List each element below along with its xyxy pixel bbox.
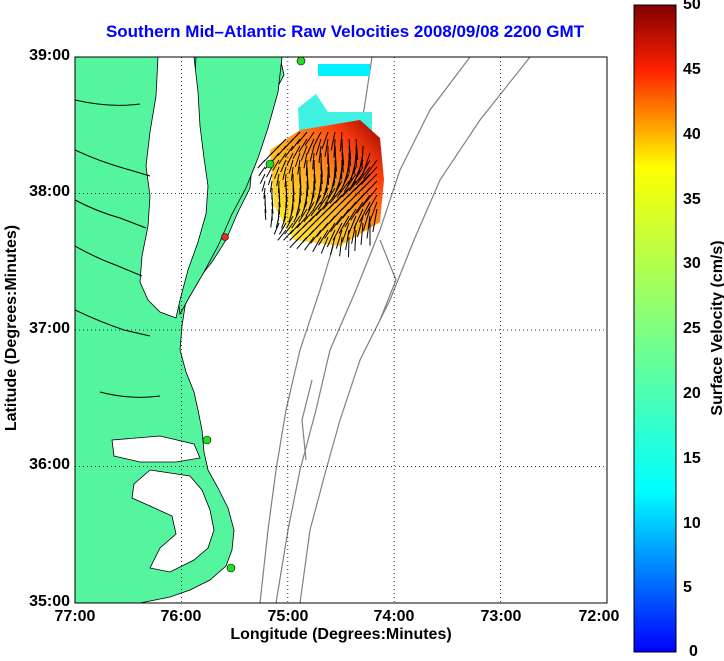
- velocity-arrow: [349, 237, 350, 257]
- lon-tick-label: 73:00: [466, 608, 536, 626]
- velocity-arrow: [271, 216, 272, 228]
- station-marker: [227, 564, 235, 572]
- colorbar-tick-label: 30: [683, 255, 701, 273]
- colorbar-tick-label: 40: [683, 126, 701, 144]
- colorbar-tick-label: 25: [683, 320, 701, 338]
- velocity-patch-north: [318, 64, 370, 76]
- lon-tick-label: 76:00: [146, 608, 216, 626]
- lon-tick-label: 77:00: [40, 608, 110, 626]
- colorbar: [634, 5, 676, 652]
- colorbar-tick-label: 50: [683, 0, 701, 14]
- colorbar-tick-label: 20: [683, 385, 701, 403]
- colorbar-tick-label: 15: [683, 450, 701, 468]
- x-axis-title: Longitude (Degrees:Minutes): [75, 626, 607, 644]
- station-marker: [203, 436, 211, 444]
- colorbar-tick-label: 35: [683, 191, 701, 209]
- colorbar-tick-label: 45: [683, 61, 701, 79]
- colorbar-tick-label: 0: [689, 643, 698, 661]
- station-marker: [266, 160, 274, 168]
- colorbar-title: Surface Velocity (cm/s): [709, 178, 724, 478]
- lon-tick-label: 72:00: [564, 608, 634, 626]
- lon-tick-label: 74:00: [359, 608, 429, 626]
- y-axis-title: Latitude (Degrees:Minutes): [3, 178, 21, 478]
- lon-tick-label: 75:00: [253, 608, 323, 626]
- station-marker: [222, 234, 229, 241]
- velocity-arrow: [259, 167, 265, 176]
- colorbar-tick-label: 5: [683, 579, 692, 597]
- lat-tick-label: 39:00: [0, 47, 70, 65]
- colorbar-tick-label: 10: [683, 515, 701, 533]
- station-marker: [297, 57, 305, 65]
- velocity-arrow: [258, 160, 265, 168]
